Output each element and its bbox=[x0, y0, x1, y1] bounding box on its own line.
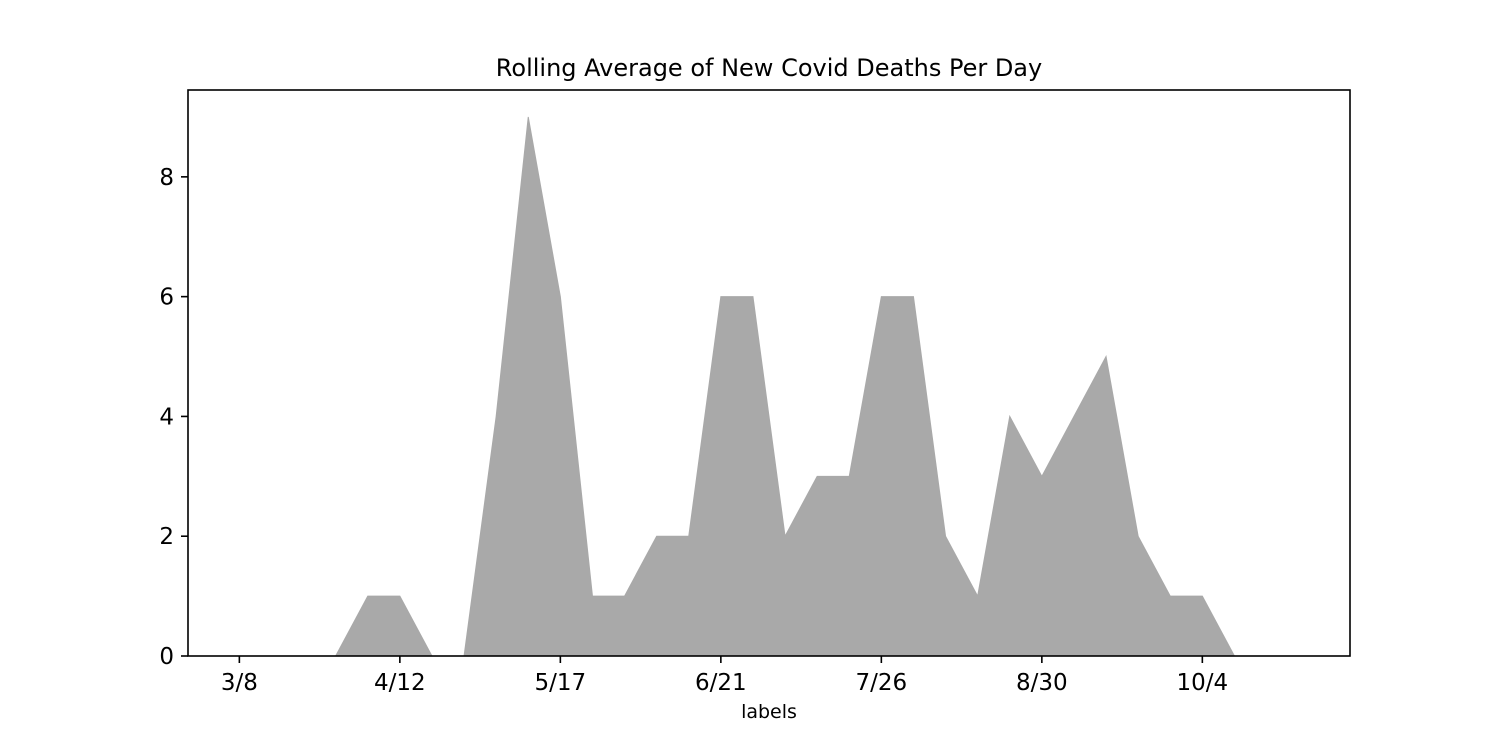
x-tick-label: 10/4 bbox=[1177, 670, 1229, 696]
chart-title: Rolling Average of New Covid Deaths Per … bbox=[496, 54, 1042, 82]
y-tick-label: 0 bbox=[159, 644, 174, 670]
plot-frame bbox=[187, 89, 1351, 657]
x-axis: 3/8 4/12 5/17 6/21 7/26 8/30 10/4 bbox=[221, 656, 1228, 696]
y-tick-label: 8 bbox=[159, 165, 174, 191]
y-axis: 0 2 4 6 8 bbox=[159, 165, 188, 670]
x-axis-label: labels bbox=[741, 701, 797, 723]
x-tick-label: 4/12 bbox=[374, 670, 426, 696]
y-tick-label: 4 bbox=[159, 404, 174, 430]
area-series bbox=[239, 116, 1299, 657]
x-tick-label: 3/8 bbox=[221, 670, 258, 696]
plot-area bbox=[239, 116, 1299, 657]
y-tick-label: 6 bbox=[159, 285, 174, 311]
x-tick-label: 5/17 bbox=[535, 670, 587, 696]
y-tick-label: 2 bbox=[159, 524, 174, 550]
x-tick-label: 6/21 bbox=[695, 670, 747, 696]
x-tick-label: 8/30 bbox=[1016, 670, 1068, 696]
x-tick-label: 7/26 bbox=[856, 670, 908, 696]
